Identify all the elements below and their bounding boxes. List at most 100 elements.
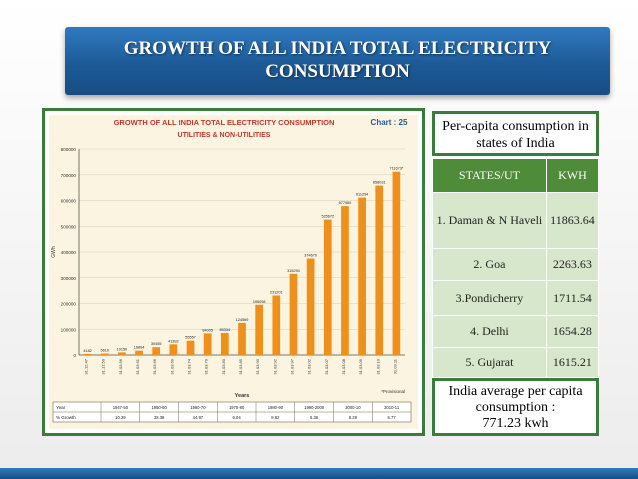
y-tick-label: 500000 [61, 224, 77, 229]
bar [220, 333, 229, 355]
bar [306, 258, 315, 355]
x-tick-label: 31.03.79 [204, 358, 209, 374]
kwh-cell: 11863.64 [545, 192, 600, 249]
average-line-1: India average per capita [448, 384, 583, 399]
x-tick-label: 31.03.66 [152, 358, 157, 374]
chart-title: GROWTH OF ALL INDIA TOTAL ELECTRICITY CO… [114, 118, 335, 127]
growth-value: 5.77 [388, 415, 397, 420]
bar-value-label: 124569 [236, 318, 249, 322]
x-tick-label: 31.03.10 [375, 358, 380, 374]
x-tick-label: 31.03.74 [187, 358, 192, 374]
y-tick-label: 600000 [61, 199, 77, 204]
chart-image-frame: GROWTH OF ALL INDIA TOTAL ELECTRICITY CO… [42, 108, 425, 436]
state-cell: 1. Daman & N Haveli [432, 192, 547, 249]
title-line-2: CONSUMPTION [265, 61, 410, 82]
x-axis-label: Years [235, 393, 250, 399]
chart-number: Chart : 25 [371, 118, 408, 127]
slide-title: GROWTH OF ALL INDIA TOTAL ELECTRICITY CO… [65, 27, 610, 95]
table-row: 3.Pondicherry 1711.54 [432, 280, 600, 316]
state-cell: 2. Goa [432, 248, 547, 281]
y-tick-label: 700000 [61, 173, 77, 178]
bar [392, 171, 401, 355]
growth-period: 1990-2000 [304, 405, 325, 410]
bar [83, 353, 92, 355]
x-tick-label: 31.03.85 [238, 358, 243, 374]
bar-value-label: 85334 [220, 328, 231, 332]
table-row: 2. Goa 2263.63 [432, 248, 600, 281]
bar-value-label: 611294 [356, 193, 368, 197]
y-tick-label: 200000 [61, 302, 77, 307]
kwh-cell: 1711.54 [545, 280, 600, 316]
bar [358, 197, 366, 355]
state-cell: 5. Gujarat [432, 347, 547, 378]
state-cell: 4. Delhi [432, 315, 547, 348]
table-row: 5. Gujarat 1615.21 [432, 347, 600, 378]
bar-value-label: 658031 [373, 181, 386, 185]
y-tick-label: 100000 [61, 327, 77, 332]
growth-period: 2000-10 [345, 405, 361, 410]
bar [272, 295, 281, 355]
per-capita-heading-box: Per-capita consumption in states of Indi… [432, 111, 599, 156]
y-axis-label: GWh [51, 246, 57, 258]
x-tick-label: 31.12.50 [101, 358, 106, 374]
x-tick-label: 31.03.02 [307, 358, 312, 374]
growth-period: 1960-70 [190, 405, 206, 410]
chart-panel: GROWTH OF ALL INDIA TOTAL ELECTRICITY CO… [49, 115, 418, 429]
growth-row-label: % Growth [56, 415, 76, 420]
growth-value: 8.28 [349, 415, 358, 420]
x-tick-label: 31.03.56 [118, 358, 123, 374]
col-header-state: STATES/UT [432, 158, 547, 193]
bar-value-label: 577960 [339, 201, 352, 205]
x-tick-label: 31.03.92 [272, 358, 277, 374]
bar [152, 347, 161, 355]
bar [135, 350, 143, 355]
table-row: 1. Daman & N Haveli 11863.64 [432, 192, 600, 249]
growth-value: 38.38 [154, 415, 165, 420]
kwh-cell: 1615.21 [545, 347, 600, 378]
india-average-box: India average per capita consumption : 7… [432, 378, 599, 436]
bar [341, 206, 349, 355]
kwh-cell: 2263.63 [545, 248, 600, 281]
bar [169, 344, 178, 355]
x-tick-label: 31.03.61 [135, 358, 140, 374]
bar-value-label: 231201 [270, 290, 283, 294]
table-row: 4. Delhi 1654.28 [432, 315, 600, 348]
growth-value: 6.36 [310, 415, 319, 420]
provisional-note: *Provisional [381, 389, 405, 394]
bar [375, 185, 384, 355]
bar-value-label: 84005 [202, 328, 213, 332]
col-header-kwh: KWH [545, 158, 600, 193]
per-capita-heading: Per-capita consumption in states of Indi… [442, 119, 589, 151]
x-tick-label: 31.03.11 [392, 358, 397, 374]
x-tick-label: 31.03.07 [324, 358, 329, 374]
x-tick-label: 31.12.47 [84, 358, 89, 374]
bar [238, 322, 246, 355]
bar-value-label: 525672 [321, 215, 334, 219]
chart-subtitle: UTILITIES & NON-UTILITIES [178, 132, 271, 139]
title-line-1: GROWTH OF ALL INDIA TOTAL ELECTRICITY [123, 38, 552, 59]
average-line-2: consumption : [475, 400, 556, 415]
bar-value-label: 4182 [83, 349, 91, 353]
average-line-3: 771.23 kwh [482, 416, 549, 431]
kwh-cell: 1654.28 [545, 315, 600, 348]
x-tick-label: 31.03.09 [358, 358, 363, 374]
x-tick-label: 31.03.69 [169, 358, 174, 374]
x-tick-label: 31.03.80 [221, 358, 226, 374]
bar-value-label: 30455 [151, 342, 162, 346]
bar-value-label: 41392 [168, 339, 179, 343]
bar [289, 273, 298, 355]
bar-value-label: 10150 [117, 347, 128, 351]
growth-value: 8.82 [271, 415, 280, 420]
bar [100, 353, 109, 355]
slide-bottom-bar [0, 468, 638, 479]
growth-value: 10.29 [115, 415, 126, 420]
bar [118, 352, 126, 355]
x-tick-label: 31.03.97 [289, 358, 294, 374]
growth-value: 6.04 [233, 415, 242, 420]
state-cell: 3.Pondicherry [432, 280, 547, 316]
growth-period: 1947-50 [113, 405, 129, 410]
bar [255, 304, 264, 355]
growth-value: 44.97 [193, 415, 204, 420]
y-tick-label: 0 [73, 353, 76, 358]
bar-value-label: 315294 [287, 269, 300, 273]
